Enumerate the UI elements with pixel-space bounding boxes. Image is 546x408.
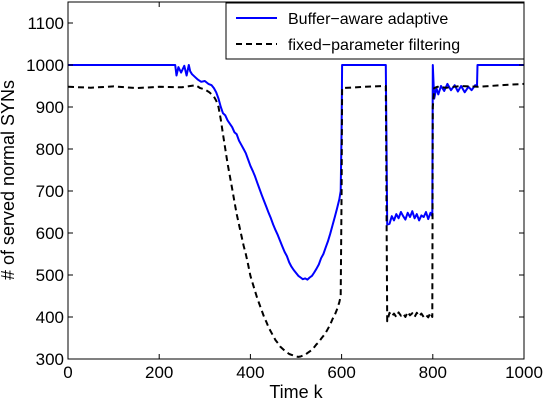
plot-layer bbox=[67, 64, 525, 358]
y-tick-label: 1100 bbox=[27, 14, 64, 33]
y-tick-label: 1000 bbox=[26, 56, 64, 75]
legend-box bbox=[225, 2, 525, 60]
legend-label-series-2: fixed−parameter filtering bbox=[288, 37, 460, 54]
x-tick-label: 800 bbox=[419, 363, 447, 382]
y-tick-label: 300 bbox=[36, 350, 64, 369]
y-tick-label: 600 bbox=[36, 224, 64, 243]
x-tick-label: 600 bbox=[327, 363, 355, 382]
plot-area-frame bbox=[67, 1, 525, 360]
series-line-1 bbox=[68, 64, 524, 281]
y-tick-label: 500 bbox=[36, 266, 64, 285]
x-tick-label: 1000 bbox=[505, 363, 543, 382]
x-tick-label: 200 bbox=[145, 363, 173, 382]
y-axis-label: # of served normal SYNs bbox=[0, 80, 18, 280]
series-line-2 bbox=[67, 82, 525, 358]
axis-ticks: 0 200 400 600 800 1000 300 400 500 600 700 800 900 10… bbox=[26, 2, 543, 382]
y-tick-label: 800 bbox=[36, 140, 64, 159]
y-tick-label: 400 bbox=[36, 308, 64, 327]
y-tick-label: 900 bbox=[36, 98, 64, 117]
y-tick-label: 700 bbox=[36, 182, 64, 201]
x-tick-label: 0 bbox=[63, 363, 72, 382]
legend: Buffer−aware adaptive fixed−parameter fi… bbox=[225, 2, 525, 60]
x-tick-label: 400 bbox=[236, 363, 264, 382]
legend-label-series-1: Buffer−aware adaptive bbox=[288, 11, 448, 28]
x-axis-label: Time k bbox=[269, 382, 323, 402]
